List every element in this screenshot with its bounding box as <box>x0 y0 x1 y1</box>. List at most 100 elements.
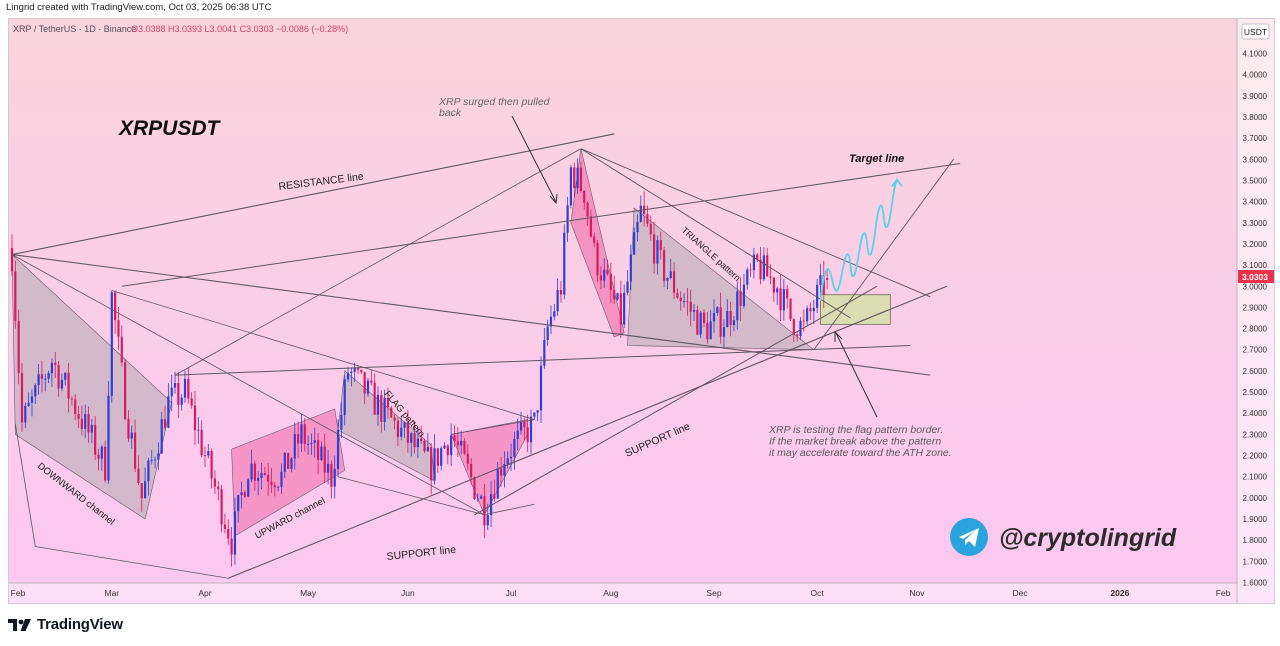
candle-body <box>702 312 706 323</box>
y-tick-label: 3.5000 <box>1243 176 1268 185</box>
candle-body <box>696 309 699 335</box>
candle-body <box>273 485 276 488</box>
candle-body <box>446 445 449 456</box>
candle-body <box>672 271 676 293</box>
candle-body <box>247 479 250 497</box>
candle-body <box>410 433 413 443</box>
tradingview-brand-text: TradingView <box>37 616 123 633</box>
candle-body <box>616 293 619 300</box>
candle-body <box>177 383 180 405</box>
candle-body <box>124 362 127 420</box>
candle-body <box>84 414 87 429</box>
tradingview-logo-icon <box>8 618 31 631</box>
candle-body <box>762 255 766 280</box>
candle-body <box>287 452 290 469</box>
candle-body <box>756 254 759 260</box>
y-tick-label: 2.3000 <box>1243 430 1268 439</box>
candle-body <box>400 427 403 437</box>
chart-svg[interactable]: 4.1000 4.0000 3.9000 3.8000 3.7000 3.6000 3.50… <box>9 19 1274 603</box>
y-tick-label: 3.1000 <box>1243 261 1268 270</box>
triangle-upper-line-2 <box>580 148 931 298</box>
candle-body <box>213 478 217 487</box>
candle-body <box>40 374 44 379</box>
candle-body <box>207 451 210 456</box>
candle-body <box>656 240 659 264</box>
candle-body <box>210 451 213 479</box>
candle-body <box>217 486 220 490</box>
candle-body <box>619 293 622 325</box>
candle-body <box>340 415 343 430</box>
candle-body <box>353 367 356 372</box>
candle-body <box>197 429 200 431</box>
y-tick-label: 2.0000 <box>1243 494 1268 503</box>
candle-body <box>57 364 60 389</box>
candle-body <box>130 432 133 439</box>
candle-body <box>566 205 569 233</box>
candle-body <box>10 248 14 272</box>
candle-body <box>163 419 167 428</box>
candle-body <box>646 214 649 224</box>
candle-body <box>346 373 350 380</box>
candle-body <box>689 301 692 312</box>
candle-body <box>243 492 246 497</box>
candle-body <box>599 275 602 281</box>
candle-body <box>796 334 799 337</box>
candle-body <box>350 371 353 374</box>
x-tick-label: 2026 <box>1110 588 1129 598</box>
candle-body <box>822 275 825 295</box>
candle-body <box>553 311 556 317</box>
candle-body <box>662 250 666 281</box>
candle-body <box>659 240 662 251</box>
candle-body <box>453 435 456 442</box>
candle-body <box>140 483 143 499</box>
base-line <box>35 546 229 579</box>
surge-note-line-1: XRP surged then pulled <box>438 96 551 108</box>
candle-body <box>456 441 459 446</box>
candle-body <box>393 417 396 421</box>
tradingview-brand[interactable]: TradingView <box>8 616 123 633</box>
flag-note-arrow <box>835 332 878 418</box>
candle-body <box>74 399 77 414</box>
candle-body <box>193 405 197 431</box>
candle-body <box>496 468 499 499</box>
candle-body <box>732 320 736 326</box>
candle-body <box>712 313 716 322</box>
candle-body <box>380 394 383 422</box>
candle-body <box>97 454 100 459</box>
time-axis-background <box>9 583 1237 603</box>
candle-body <box>802 320 805 322</box>
support-line-lower <box>228 285 948 579</box>
candle-body <box>682 301 686 303</box>
candle-body <box>523 421 526 428</box>
candle-body <box>390 407 393 418</box>
candle-body <box>270 481 273 486</box>
candle-body <box>117 320 120 337</box>
candle-body <box>333 468 336 487</box>
candle-body <box>543 340 546 366</box>
candle-body <box>792 319 795 335</box>
candle-body <box>37 374 40 386</box>
currency-badge[interactable] <box>1241 23 1270 40</box>
candle-body <box>476 498 479 500</box>
candle-body <box>519 421 523 431</box>
chart-area[interactable]: 4.1000 4.0000 3.9000 3.8000 3.7000 3.6000 3.50… <box>8 18 1275 604</box>
legend-symbol: XRP / TetherUS · 1D · Binance <box>13 24 136 34</box>
candle-body <box>180 397 183 405</box>
candle-body <box>799 320 802 337</box>
y-tick-label: 3.2000 <box>1243 240 1268 249</box>
candle-body <box>776 288 779 293</box>
y-tick-label: 2.8000 <box>1243 325 1268 334</box>
y-tick-label: 2.9000 <box>1243 303 1268 312</box>
candle-body <box>639 205 642 222</box>
candle-body <box>473 477 476 500</box>
candle-body <box>816 284 819 308</box>
candle-body <box>653 234 656 264</box>
candle-body <box>513 438 516 457</box>
y-tick-label: 4.1000 <box>1243 50 1268 59</box>
candle-body <box>516 430 519 439</box>
candle-body <box>30 396 34 403</box>
candle-body <box>386 397 390 408</box>
y-tick-label: 3.9000 <box>1243 92 1268 101</box>
candle-body <box>789 298 792 320</box>
candle-body <box>94 424 97 455</box>
